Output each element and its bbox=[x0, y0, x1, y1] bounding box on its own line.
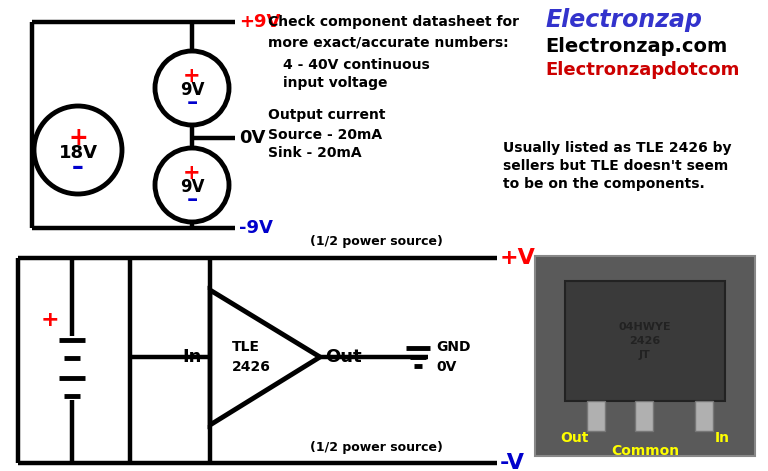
Text: (1/2 power source): (1/2 power source) bbox=[310, 236, 443, 249]
Text: Electronzap: Electronzap bbox=[545, 8, 702, 32]
Text: +: + bbox=[184, 66, 200, 86]
Text: Out: Out bbox=[560, 431, 588, 445]
Text: 0V: 0V bbox=[239, 129, 266, 147]
Bar bbox=[535, 256, 755, 456]
Bar bbox=[565, 281, 725, 401]
Text: 0V: 0V bbox=[436, 360, 456, 374]
Text: +: + bbox=[184, 163, 200, 183]
Text: to be on the components.: to be on the components. bbox=[503, 177, 705, 191]
Text: Output current: Output current bbox=[268, 108, 386, 122]
Text: –: – bbox=[187, 190, 197, 210]
Text: -V: -V bbox=[500, 453, 525, 471]
Text: (1/2 power source): (1/2 power source) bbox=[310, 441, 443, 455]
Text: +V: +V bbox=[500, 248, 536, 268]
Text: Out: Out bbox=[325, 348, 362, 366]
Text: 2426: 2426 bbox=[232, 360, 271, 374]
Text: TLE: TLE bbox=[232, 340, 260, 354]
Text: +9V: +9V bbox=[239, 13, 280, 31]
Text: -9V: -9V bbox=[239, 219, 273, 237]
Bar bbox=[695, 401, 713, 431]
Text: more exact/accurate numbers:: more exact/accurate numbers: bbox=[268, 35, 508, 49]
Text: –: – bbox=[72, 155, 84, 179]
Text: 9V: 9V bbox=[180, 81, 204, 99]
Bar bbox=[587, 401, 605, 431]
Text: Electronzapdotcom: Electronzapdotcom bbox=[545, 61, 740, 79]
Text: In: In bbox=[183, 348, 202, 366]
Text: 18V: 18V bbox=[58, 144, 98, 162]
Text: In: In bbox=[715, 431, 730, 445]
Text: Common: Common bbox=[611, 444, 679, 458]
Text: 9V: 9V bbox=[180, 178, 204, 196]
Text: Usually listed as TLE 2426 by: Usually listed as TLE 2426 by bbox=[503, 141, 731, 155]
Text: Sink - 20mA: Sink - 20mA bbox=[268, 146, 362, 160]
Text: 4 - 40V continuous: 4 - 40V continuous bbox=[283, 58, 430, 72]
Text: +: + bbox=[41, 310, 59, 330]
Text: GND: GND bbox=[436, 340, 471, 354]
Text: Check component datasheet for: Check component datasheet for bbox=[268, 15, 519, 29]
Text: input voltage: input voltage bbox=[283, 76, 388, 90]
Text: –: – bbox=[187, 93, 197, 113]
Bar bbox=[635, 401, 653, 431]
Text: 04HWYE
2426
JT: 04HWYE 2426 JT bbox=[619, 322, 671, 360]
Text: sellers but TLE doesn't seem: sellers but TLE doesn't seem bbox=[503, 159, 728, 173]
Text: Source - 20mA: Source - 20mA bbox=[268, 128, 382, 142]
Text: Electronzap.com: Electronzap.com bbox=[545, 36, 727, 56]
Text: +: + bbox=[68, 126, 88, 150]
